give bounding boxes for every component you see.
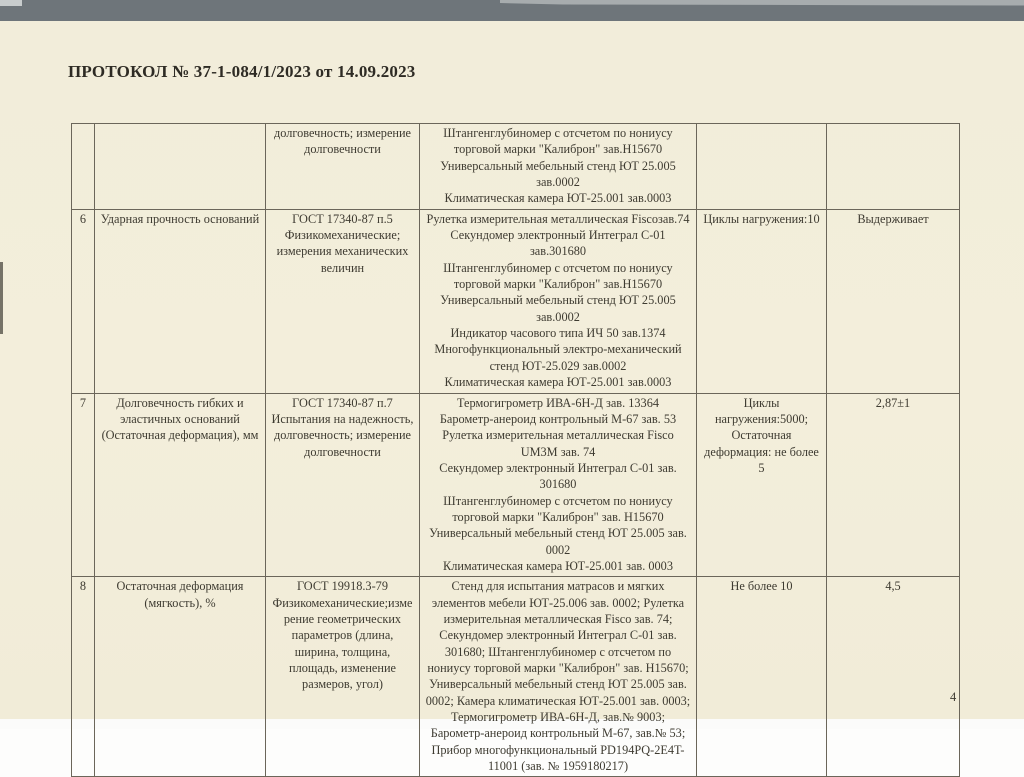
- row-number-cell: 6: [71, 208, 95, 394]
- result-cell: [826, 123, 960, 210]
- norm-cell: Не более 10: [696, 576, 827, 777]
- method-cell: ГОСТ 17340-87 п.5 Физикомеханические; из…: [265, 208, 420, 394]
- table-row-7: 7 Долговечность гибких и эластичных осно…: [71, 392, 960, 578]
- row-number-cell: [71, 123, 95, 210]
- protocol-test-table: долговечность; измерение долговечности Ш…: [71, 123, 960, 777]
- norm-cell: [696, 123, 827, 210]
- result-cell: 4,5: [826, 576, 960, 777]
- table-row-8: 8 Остаточная деформация (мягкость), % ГО…: [71, 576, 960, 777]
- equipment-cell: Термогигрометр ИВА-6Н-Д зав. 13364 Баром…: [419, 392, 697, 578]
- method-cell: ГОСТ 17340-87 п.7 Испытания на надежност…: [265, 392, 420, 578]
- method-cell: ГОСТ 19918.3-79 Физикомеханические;измер…: [265, 576, 420, 777]
- parameter-name-cell: Остаточная деформация (мягкость), %: [94, 576, 266, 777]
- table-row-6: 6 Ударная прочность оснований ГОСТ 17340…: [71, 208, 960, 394]
- equipment-cell: Штангенглубиномер с отсчетом по нониусу …: [419, 123, 697, 210]
- parameter-name-cell: Ударная прочность оснований: [94, 208, 266, 394]
- scanner-edge-left-mark: [0, 262, 3, 334]
- result-cell: 2,87±1: [826, 392, 960, 578]
- scanner-edge-top: [0, 0, 1024, 21]
- method-cell: долговечность; измерение долговечности: [265, 123, 420, 210]
- norm-cell: Циклы нагружения:5000; Остаточная деформ…: [696, 392, 827, 578]
- equipment-cell: Стенд для испытания матрасов и мягких эл…: [419, 576, 697, 777]
- result-cell: Выдерживает: [826, 208, 960, 394]
- document-title: ПРОТОКОЛ № 37-1-084/1/2023 от 14.09.2023: [68, 62, 416, 81]
- parameter-name-cell: [94, 123, 266, 210]
- parameter-name-cell: Долговечность гибких и эластичных основа…: [94, 392, 266, 578]
- table-row-continuation: долговечность; измерение долговечности Ш…: [71, 123, 960, 210]
- page-number: 4: [950, 690, 957, 704]
- scanner-edge-top-wedge: [500, 0, 1024, 6]
- equipment-cell: Рулетка измерительная металлическая Fisc…: [419, 208, 697, 394]
- row-number-cell: 7: [71, 392, 95, 578]
- norm-cell: Циклы нагружения:10: [696, 208, 827, 394]
- row-number-cell: 8: [71, 576, 95, 777]
- scanner-edge-top-left-notch: [0, 0, 22, 6]
